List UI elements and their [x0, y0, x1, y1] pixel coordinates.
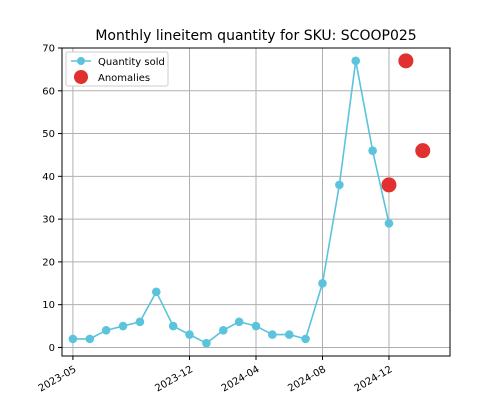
quantity-point: [101, 326, 111, 335]
legend-marker-quantity: [77, 57, 85, 65]
quantity-point: [234, 317, 244, 327]
y-tick-label: 20: [42, 257, 55, 268]
quantity-point: [135, 317, 145, 327]
x-tick-label: 2024-12: [353, 364, 395, 394]
anomaly-point: [381, 177, 397, 193]
quantity-point: [351, 56, 361, 66]
x-tick-label: 2023-12: [153, 364, 195, 394]
y-tick-label: 40: [42, 172, 55, 183]
y-tick-label: 0: [49, 343, 55, 354]
quantity-point: [268, 330, 277, 339]
grid-lines: [62, 47, 450, 356]
x-tick-label: 2023-05: [37, 364, 79, 394]
quantity-point: [318, 278, 327, 288]
quantity-point: [301, 334, 310, 344]
quantity-point: [335, 180, 344, 190]
quantity-series-line: [72, 60, 390, 345]
quantity-point: [185, 330, 194, 339]
series-layer: [68, 53, 431, 348]
chart-title: Monthly lineitem quantity for SKU: SCOOP…: [95, 28, 416, 44]
x-tick-label: 2024-04: [220, 364, 262, 394]
quantity-point: [202, 338, 211, 348]
quantity-point: [85, 334, 95, 344]
y-tick-label: 70: [42, 44, 55, 55]
y-tick-label: 10: [42, 300, 55, 311]
quantity-point: [68, 334, 78, 344]
legend-box: [65, 51, 169, 87]
y-tick-label: 30: [42, 215, 55, 226]
quantity-point: [368, 146, 377, 155]
quantity-point: [168, 321, 178, 331]
quantity-point: [118, 321, 128, 331]
anomaly-point: [398, 53, 414, 69]
quantity-point: [384, 219, 394, 228]
legend: Quantity sold Anomalies: [65, 51, 169, 87]
legend-marker-anomalies: [74, 70, 88, 84]
legend-label-anomalies: Anomalies: [98, 73, 150, 84]
quantity-point: [151, 287, 161, 297]
y-tick-label: 60: [42, 86, 55, 97]
y-tick-label: 50: [42, 129, 55, 140]
anomaly-point: [415, 143, 431, 159]
quantity-point: [219, 326, 228, 335]
x-tick-label: 2024-08: [286, 364, 328, 394]
quantity-point: [284, 330, 294, 339]
legend-label-quantity: Quantity sold: [98, 57, 165, 68]
quantity-point: [251, 321, 261, 331]
